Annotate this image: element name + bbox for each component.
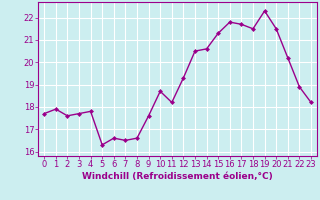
X-axis label: Windchill (Refroidissement éolien,°C): Windchill (Refroidissement éolien,°C) [82, 172, 273, 181]
